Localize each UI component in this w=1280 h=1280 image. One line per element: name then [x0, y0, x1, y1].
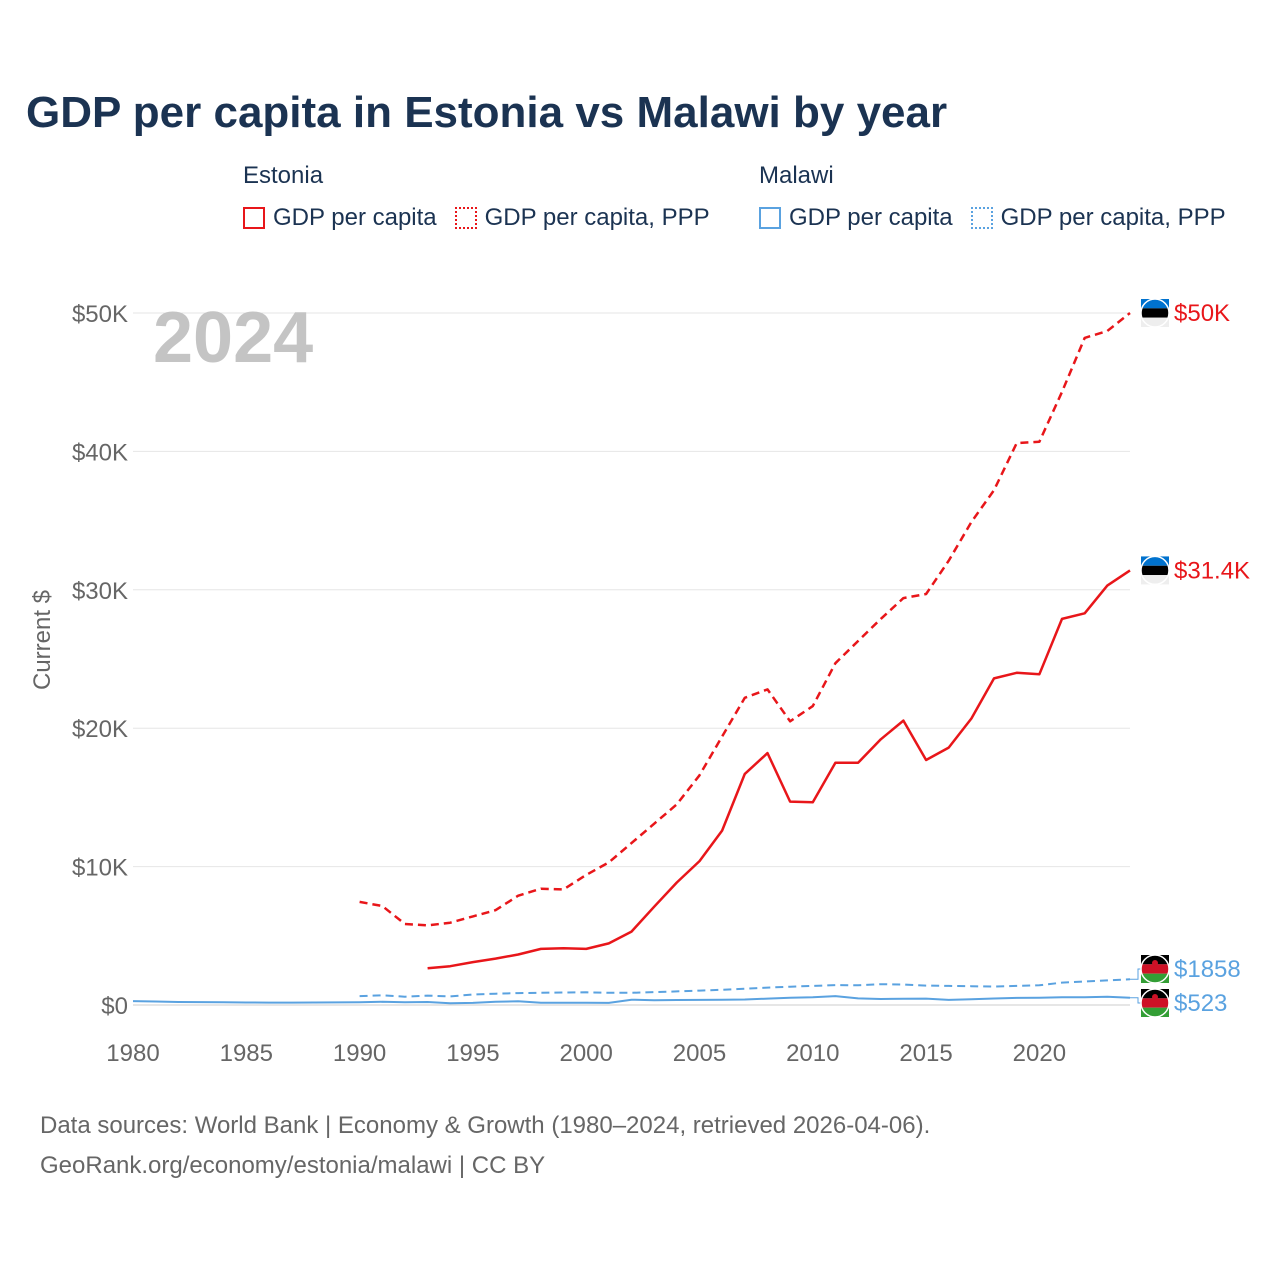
- x-tick-label: 2015: [899, 1040, 952, 1067]
- y-axis-label: Current $: [29, 590, 56, 690]
- legend-group-malawi: Malawi GDP per capita GDP per capita, PP…: [759, 162, 1226, 232]
- y-tick-label: $30K: [72, 578, 128, 605]
- x-tick-label: 1980: [106, 1040, 159, 1067]
- x-tick-label: 1985: [220, 1040, 273, 1067]
- legend-group-estonia: Estonia GDP per capita GDP per capita, P…: [243, 162, 710, 232]
- legend-label: GDP per capita, PPP: [1000, 204, 1226, 231]
- flag-marker-estonia: [1140, 298, 1170, 328]
- source-line-1: Data sources: World Bank | Economy & Gro…: [40, 1112, 931, 1139]
- legend-item-malawi-gdp[interactable]: GDP per capita: [759, 204, 953, 232]
- source-note: Data sources: World Bank | Economy & Gro…: [40, 1106, 930, 1186]
- legend-label: GDP per capita: [273, 204, 437, 231]
- year-watermark: 2024: [153, 298, 313, 378]
- legend-label: GDP per capita, PPP: [484, 204, 710, 231]
- x-tick-label: 1990: [333, 1040, 386, 1067]
- end-value-label: $31.4K: [1174, 557, 1250, 584]
- label-leader: [1130, 968, 1141, 980]
- x-tick-label: 1995: [446, 1040, 499, 1067]
- series-line-3: [132, 995, 1131, 1005]
- series-line-0: [359, 312, 1131, 927]
- series-line-2: [359, 978, 1131, 998]
- legend-swatch-dotted: [970, 207, 993, 229]
- chart-title: GDP per capita in Estonia vs Malawi by y…: [26, 88, 948, 137]
- label-leader: [1130, 997, 1141, 1004]
- x-tick-label: 2005: [673, 1040, 726, 1067]
- y-tick-label: $0: [101, 993, 128, 1020]
- end-value-label: $523: [1174, 990, 1227, 1017]
- malawi-flag-sun: [1152, 994, 1158, 1000]
- legend-swatch-solid: [759, 207, 781, 229]
- malawi-flag-red: [1141, 964, 1169, 974]
- x-tick-label: 2000: [559, 1040, 612, 1067]
- end-value-label: $1858: [1174, 956, 1241, 983]
- malawi-flag-red: [1141, 998, 1169, 1008]
- legend-swatch-solid: [243, 207, 265, 229]
- x-tick-label: 2010: [786, 1040, 839, 1067]
- flag-marker-malawi: [1140, 954, 1170, 984]
- flag-marker-malawi: [1140, 988, 1170, 1018]
- estonia-flag-black: [1141, 308, 1169, 318]
- legend-swatch-dotted: [454, 207, 477, 229]
- legend-group-name: Estonia: [243, 162, 324, 189]
- legend-group-name: Malawi: [759, 162, 834, 189]
- legend-label: GDP per capita: [789, 204, 953, 231]
- line-chart: $0 $10K $20K $30K $40K $50K 1980 1985 1990 1995 20…: [29, 298, 1250, 1067]
- y-tick-label: $10K: [72, 855, 128, 882]
- malawi-flag-black: [1141, 955, 1169, 965]
- malawi-flag-green: [1141, 973, 1169, 983]
- flag-marker-estonia: [1140, 555, 1170, 586]
- legend-item-estonia-gdp[interactable]: GDP per capita: [243, 204, 437, 232]
- y-tick-label: $50K: [72, 301, 128, 328]
- malawi-flag-green: [1141, 1007, 1169, 1017]
- y-tick-label: $40K: [72, 439, 128, 466]
- series-line-1: [427, 569, 1131, 970]
- malawi-flag-black: [1141, 989, 1169, 999]
- estonia-flag-white: [1141, 575, 1169, 585]
- source-line-2[interactable]: GeoRank.org/economy/estonia/malawi | CC …: [40, 1152, 546, 1179]
- end-value-label: $50K: [1174, 300, 1230, 327]
- estonia-flag-blue: [1141, 556, 1169, 566]
- y-tick-label: $20K: [72, 716, 128, 743]
- estonia-flag-black: [1141, 565, 1169, 576]
- legend-item-estonia-ppp[interactable]: GDP per capita, PPP: [454, 204, 710, 232]
- estonia-flag-blue: [1141, 299, 1169, 309]
- x-tick-label: 2020: [1013, 1040, 1066, 1067]
- estonia-flag-white: [1141, 317, 1169, 327]
- legend-item-malawi-ppp[interactable]: GDP per capita, PPP: [970, 204, 1226, 232]
- malawi-flag-sun: [1152, 960, 1158, 966]
